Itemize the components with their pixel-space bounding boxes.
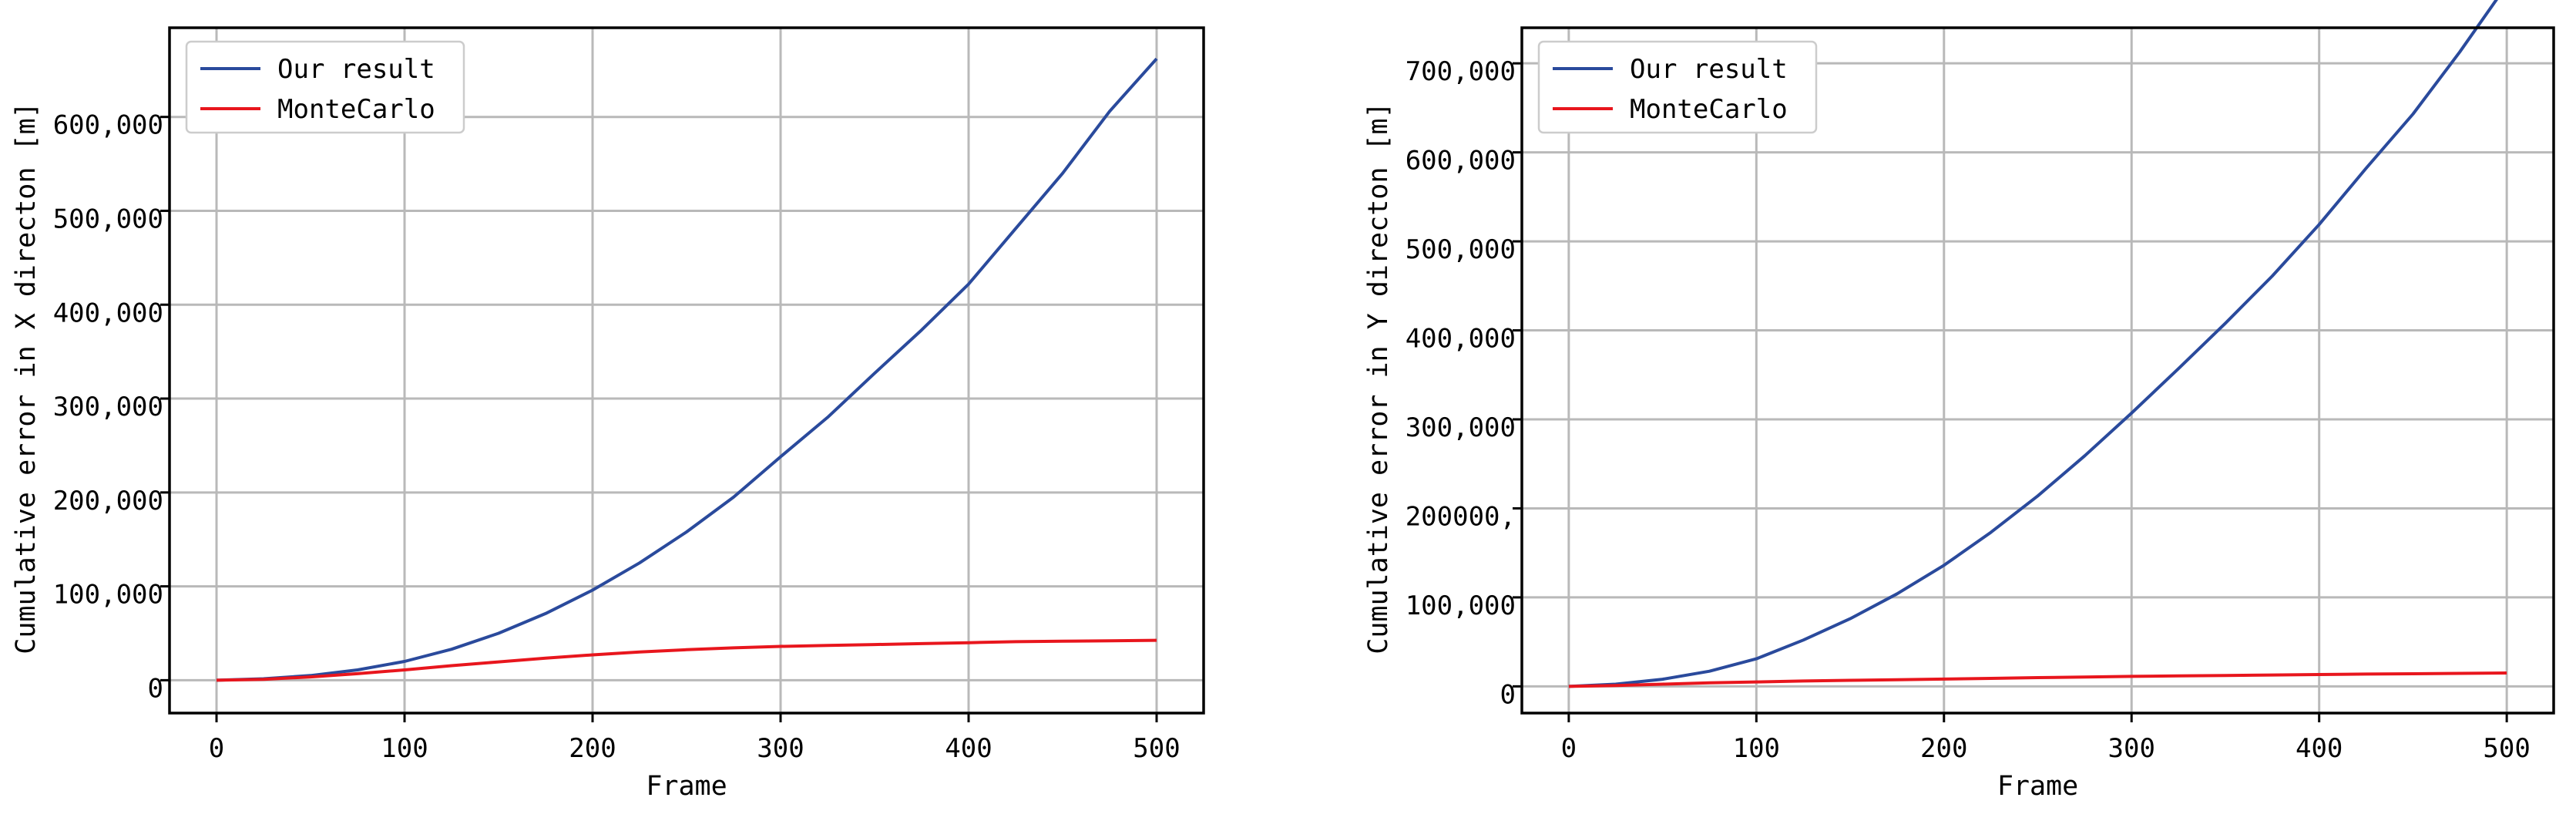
chart-x-grid xyxy=(170,28,1204,713)
x-tick-label: 100 xyxy=(381,733,428,764)
x-tick-label: 400 xyxy=(945,733,992,764)
y-tick-label: 200000, xyxy=(1406,501,1516,532)
y-tick-label: 500,000 xyxy=(53,204,163,234)
series-line-our-result xyxy=(1568,0,2498,688)
legend: Our result MonteCarlo xyxy=(185,40,465,134)
series-line-montecarlo xyxy=(216,638,1157,682)
x-tick-label: 0 xyxy=(209,733,224,764)
y-tick-label: 700,000 xyxy=(1406,56,1516,87)
series-line-montecarlo xyxy=(1568,671,2507,688)
x-axis-label: Frame xyxy=(646,771,727,802)
y-tick-label: 600,000 xyxy=(1406,146,1516,177)
x-tick-label: 0 xyxy=(1561,733,1577,764)
chart-x-frame xyxy=(168,26,1205,715)
x-tick-label: 200 xyxy=(1920,733,1967,764)
legend-label: Our result xyxy=(277,54,435,85)
x-tick-label: 300 xyxy=(2108,733,2155,764)
y-tick-label: 100,000 xyxy=(53,580,163,611)
x-tick-label: 500 xyxy=(1133,733,1180,764)
x-tick-label: 100 xyxy=(1733,733,1780,764)
legend-label: MonteCarlo xyxy=(1630,94,1788,125)
y-tick-label: 600,000 xyxy=(53,110,163,141)
chart-x: 0 100 200 300 400 500 0 100,000 200,000 300,000 40… xyxy=(11,26,1205,802)
y-tick-label: 300,000 xyxy=(53,392,163,422)
y-tick-label: 200,000 xyxy=(53,486,163,516)
chart-y-grid xyxy=(1522,28,2554,713)
y-axis-label: Cumulative error in Y directon [m] xyxy=(1363,102,1394,654)
x-tick-label: 200 xyxy=(569,733,616,764)
y-tick-label: 400,000 xyxy=(53,298,163,328)
y-tick-label: 400,000 xyxy=(1406,324,1516,355)
legend-label: MonteCarlo xyxy=(277,94,435,125)
legend-label: Our result xyxy=(1630,54,1788,85)
y-tick-label: 100,000 xyxy=(1406,591,1516,621)
x-tick-label: 300 xyxy=(757,733,804,764)
y-tick-label: 500,000 xyxy=(1406,234,1516,265)
y-tick-label: 300,000 xyxy=(1406,412,1516,443)
y-axis-label: Cumulative error in X directon [m] xyxy=(11,102,42,654)
chart-y-frame xyxy=(1520,26,2555,715)
x-tick-label: 500 xyxy=(2483,733,2530,764)
chart-y: 0 100 200 300 400 500 0 100,000 200000, 300,000 40… xyxy=(1363,0,2555,802)
series-line-our-result xyxy=(216,57,1158,682)
y-tick-label: 0 xyxy=(148,673,163,704)
x-tick-label: 400 xyxy=(2296,733,2343,764)
x-axis-label: Frame xyxy=(1997,771,2078,802)
legend: Our result MonteCarlo xyxy=(1537,40,1818,134)
y-tick-label: 0 xyxy=(1500,679,1516,710)
